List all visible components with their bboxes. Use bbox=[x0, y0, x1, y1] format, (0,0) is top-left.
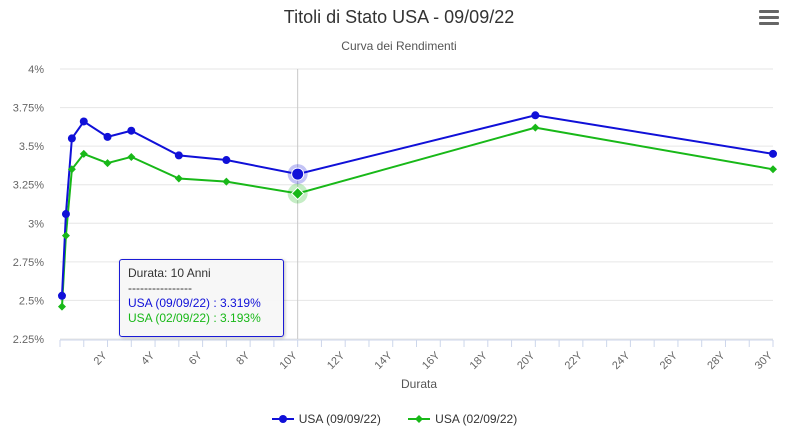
chart-title: Titoli di Stato USA - 09/09/22 bbox=[284, 7, 514, 27]
y-tick-label: 4% bbox=[28, 64, 44, 76]
x-tick-label: 24Y bbox=[610, 349, 633, 372]
circle-marker-icon bbox=[271, 415, 294, 423]
data-point-series-1[interactable] bbox=[531, 111, 540, 120]
hamburger-menu-icon[interactable] bbox=[759, 10, 779, 28]
data-point-series-2[interactable] bbox=[127, 152, 136, 161]
legend-item-series-2[interactable]: USA (02/09/22) bbox=[408, 412, 517, 426]
tooltip-header: Durata: 10 Anni bbox=[128, 266, 211, 280]
y-tick-label: 3.75% bbox=[13, 103, 44, 115]
x-tick-label: 28Y bbox=[705, 349, 728, 372]
data-point-series-2[interactable] bbox=[174, 174, 183, 183]
x-tick-label: 16Y bbox=[420, 349, 443, 372]
data-point-series-1[interactable] bbox=[67, 134, 76, 143]
data-point-series-1[interactable] bbox=[222, 156, 231, 165]
data-point-series-1[interactable] bbox=[79, 117, 88, 126]
x-tick-label: 8Y bbox=[234, 349, 252, 367]
data-point-series-1[interactable] bbox=[127, 126, 136, 135]
legend-label-series-2: USA (02/09/22) bbox=[435, 412, 518, 426]
tooltip-series-2: USA (02/09/22) : 3.193% bbox=[128, 311, 261, 325]
x-tick-label: 22Y bbox=[563, 349, 586, 372]
data-point-series-1[interactable] bbox=[57, 291, 66, 300]
x-tick-label: 4Y bbox=[139, 349, 157, 367]
x-tick-label: 20Y bbox=[515, 349, 538, 372]
y-tick-label: 3% bbox=[28, 218, 44, 230]
x-axis-title: Durata bbox=[401, 377, 437, 391]
data-point-series-2[interactable] bbox=[57, 302, 66, 311]
data-point-series-1[interactable] bbox=[61, 210, 70, 219]
x-tick-label: 12Y bbox=[325, 349, 348, 372]
data-point-series-1[interactable] bbox=[174, 151, 183, 160]
y-tick-label: 2.5% bbox=[19, 295, 44, 307]
y-tick-label: 2.75% bbox=[13, 257, 44, 269]
x-tick-label: 18Y bbox=[468, 349, 491, 372]
tooltip-separator: ---------------- bbox=[128, 281, 192, 295]
y-tick-label: 3.25% bbox=[13, 180, 44, 192]
data-point-series-2[interactable] bbox=[61, 231, 70, 240]
data-point-series-2[interactable] bbox=[531, 123, 540, 132]
y-axis: 2.25% 2.5% 2.75% 3% 3.25% 3.5% 3.75% 4% bbox=[13, 64, 44, 346]
x-tick-label: 2Y bbox=[92, 349, 110, 367]
x-tick-label: 14Y bbox=[373, 349, 396, 372]
legend-label-series-1: USA (09/09/22) bbox=[298, 412, 381, 426]
y-tick-label: 2.25% bbox=[13, 334, 44, 346]
data-point-series-2[interactable] bbox=[222, 177, 231, 186]
data-point-series-1[interactable] bbox=[291, 167, 305, 181]
x-tick-label: 10Y bbox=[277, 349, 300, 372]
x-axis: 2Y 4Y 6Y 8Y 10Y 12Y 14Y 16Y 18Y 20Y 22Y 24Y 26Y 28Y 30… bbox=[59, 339, 776, 372]
data-point-series-2[interactable] bbox=[79, 149, 88, 158]
data-point-series-2[interactable] bbox=[290, 186, 305, 201]
data-point-series-2[interactable] bbox=[103, 159, 112, 168]
legend-item-series-1[interactable]: USA (09/09/22) bbox=[271, 412, 381, 426]
data-point-series-1[interactable] bbox=[769, 149, 777, 158]
tooltip-series-1: USA (09/09/22) : 3.319% bbox=[128, 296, 261, 310]
data-point-series-2[interactable] bbox=[769, 165, 777, 174]
data-point-series-1[interactable] bbox=[103, 132, 112, 141]
tooltip: Durata: 10 Anni ---------------- USA (09… bbox=[119, 259, 284, 337]
series-group bbox=[57, 111, 777, 311]
diamond-marker-icon bbox=[408, 415, 431, 423]
x-tick-label: 6Y bbox=[187, 349, 205, 367]
x-tick-label: 26Y bbox=[658, 349, 681, 372]
data-point-series-2[interactable] bbox=[67, 165, 76, 174]
legend: USA (09/09/22) USA (02/09/22) bbox=[0, 412, 789, 427]
chart-subtitle: Curva dei Rendimenti bbox=[341, 39, 456, 53]
x-tick-label: 30Y bbox=[753, 349, 776, 372]
y-tick-label: 3.5% bbox=[19, 141, 44, 153]
